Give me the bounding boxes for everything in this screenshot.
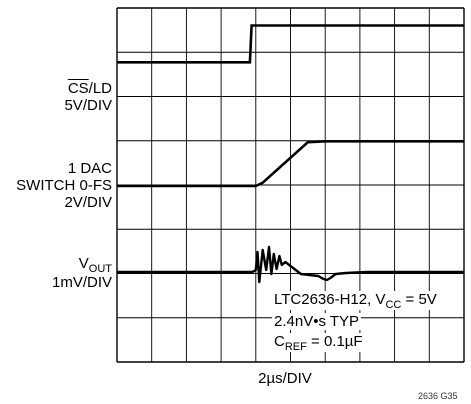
x-axis-label: 2µs/DIV: [258, 370, 312, 387]
vout-trace: [117, 245, 464, 284]
vout-name: V: [78, 255, 89, 272]
grid: [116, 7, 465, 363]
dac-switch-label: 1 DAC SWITCH 0-FS 2V/DIV: [0, 160, 112, 211]
annotation-line3: CREF = 0.1µF: [272, 333, 365, 353]
figure-id: 2636 G35: [418, 391, 458, 401]
vout-scale: 1mV/DIV: [51, 274, 112, 291]
cs-ld-name-overline: CS: [67, 80, 89, 97]
dac-switch-scale: 2V/DIV: [64, 194, 112, 211]
cs-ld-trace: [117, 24, 464, 64]
cs-ld-label: CS/LD 5V/DIV: [64, 80, 112, 114]
annotation-line2: 2.4nV•s TYP: [272, 313, 362, 330]
dac-switch-trace: [117, 140, 464, 188]
vout-name-sub: OUT: [88, 263, 112, 275]
cs-ld-scale: 5V/DIV: [64, 97, 112, 114]
vout-label: VOUT 1mV/DIV: [0, 255, 112, 291]
annotation-line1: LTC2636-H12, VCC = 5V: [272, 291, 439, 311]
dac-switch-name-line1: 1 DAC: [67, 160, 112, 177]
dac-switch-name-line2: SWITCH 0-FS: [16, 177, 112, 194]
